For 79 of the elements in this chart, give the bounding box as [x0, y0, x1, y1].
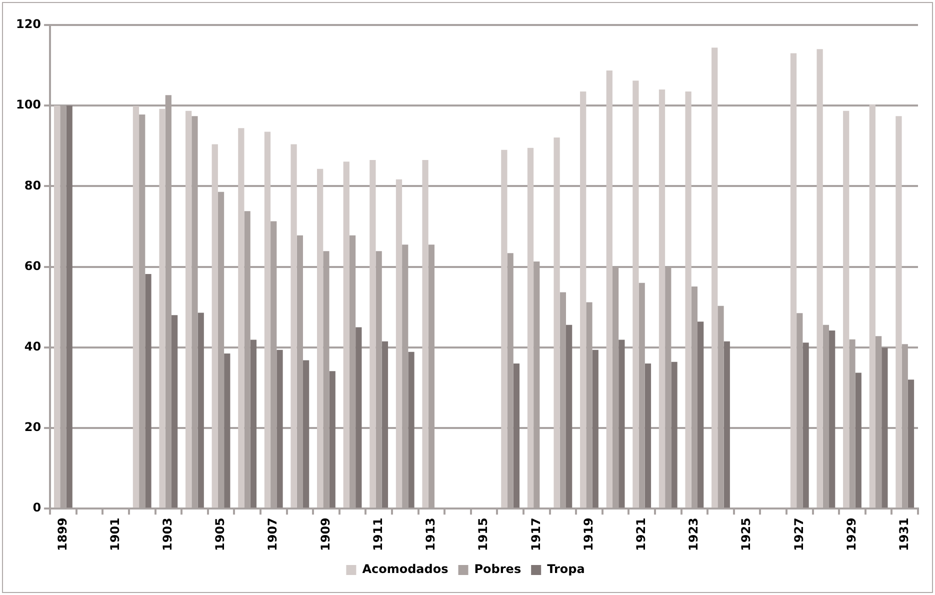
bar: [685, 91, 692, 508]
x-tick-label: 1931: [896, 518, 911, 552]
bar: [276, 350, 283, 508]
bar: [855, 372, 862, 508]
bar: [212, 144, 218, 508]
bar: [290, 144, 297, 508]
legend-label: Tropa: [547, 562, 585, 576]
bar: [264, 132, 271, 508]
bar: [527, 148, 534, 508]
bar: [566, 324, 572, 508]
bar: [554, 137, 560, 508]
bar: [658, 89, 666, 508]
x-tick-label: 1899: [55, 518, 70, 552]
x-tick-label: 1909: [318, 518, 332, 552]
x-tick-label: 1923: [686, 518, 701, 552]
bar: [671, 362, 678, 508]
bar: [829, 330, 836, 508]
bar: [724, 341, 730, 508]
bar: [513, 364, 520, 508]
bar: [882, 348, 888, 508]
y-tick-label: 0: [32, 500, 42, 515]
bar: [869, 104, 876, 508]
x-tick-label: 1915: [476, 518, 490, 552]
bar: [159, 108, 166, 508]
bar: [843, 110, 850, 508]
x-tick-label: 1913: [424, 518, 438, 552]
bar: [329, 371, 336, 508]
y-tick-label: 40: [24, 340, 42, 354]
x-tick-label: 1907: [266, 518, 280, 552]
y-tick-label: 120: [16, 17, 42, 32]
bar: [896, 116, 902, 508]
bar: [171, 315, 178, 508]
bar: [698, 322, 704, 508]
bar: [356, 327, 362, 508]
bar: [816, 49, 823, 508]
bar: [592, 350, 598, 508]
bar: [224, 353, 230, 508]
bar: [408, 352, 414, 508]
bar: [618, 340, 625, 508]
x-tick-label: 1917: [528, 518, 543, 552]
bar: [370, 160, 376, 508]
x-tick-label: 1901: [108, 518, 122, 552]
x-tick-label: 1919: [581, 518, 596, 552]
bar: [632, 80, 639, 508]
x-tick-label: 1911: [370, 518, 385, 552]
x-tick-label: 1929: [844, 518, 858, 552]
bar: [302, 360, 310, 508]
bar: [606, 70, 612, 508]
bar: [396, 179, 402, 508]
bar: [501, 150, 508, 508]
y-tick-label: 20: [24, 420, 42, 434]
y-tick-label: 80: [24, 178, 42, 192]
bar: [250, 340, 257, 508]
bar: [422, 160, 428, 508]
bar: [712, 48, 718, 508]
bar: [317, 168, 324, 508]
bar: [908, 380, 914, 508]
x-tick-label: 1905: [213, 518, 228, 552]
bar: [54, 106, 60, 508]
bar: [132, 106, 140, 508]
bar: [580, 91, 586, 508]
x-tick-label: 1925: [739, 518, 754, 552]
legend-label: Acomodados: [362, 562, 448, 576]
bar: [382, 341, 388, 508]
bar: [238, 128, 244, 508]
y-tick-label: 100: [16, 98, 42, 112]
bar: [145, 274, 152, 508]
bar: [802, 342, 809, 508]
bar: [198, 312, 204, 508]
y-tick-label: 60: [24, 258, 42, 273]
legend-label: Pobres: [474, 562, 522, 576]
x-tick-label: 1921: [634, 518, 648, 552]
bar: [66, 106, 72, 508]
bar: [186, 110, 192, 508]
bar: [790, 53, 797, 508]
x-tick-label: 1903: [160, 518, 175, 552]
x-tick-label: 1927: [792, 518, 806, 552]
bar: [343, 162, 350, 508]
bar: [644, 364, 652, 508]
